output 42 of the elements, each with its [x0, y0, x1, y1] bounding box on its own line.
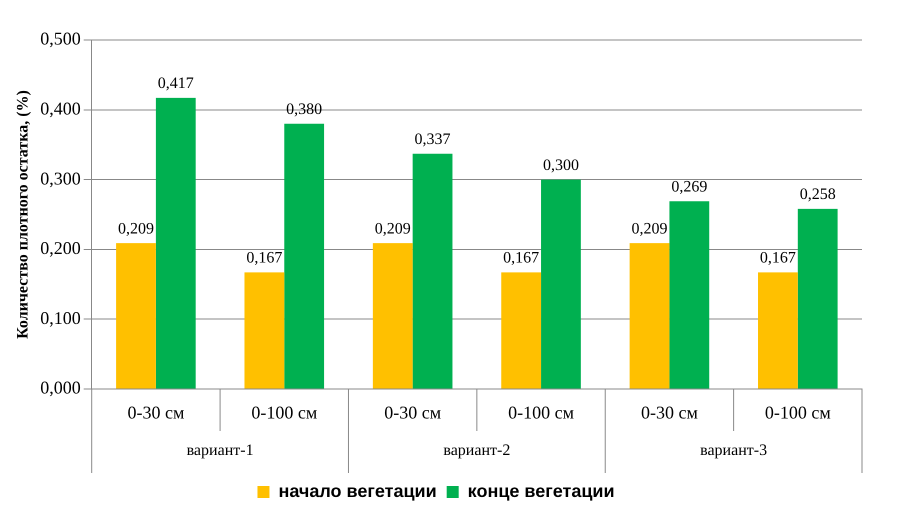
legend-label: конце вегетации: [468, 480, 615, 501]
bar: [156, 98, 196, 388]
bar: [798, 208, 838, 388]
y-tick-label: 0,200: [40, 238, 81, 258]
data-label: 0,300: [542, 156, 579, 174]
data-label: 0,209: [374, 220, 411, 238]
x-tick-label: 0-30 см: [640, 402, 698, 423]
data-label: 0,269: [671, 178, 708, 196]
x-tick-label: 0-100 см: [251, 402, 318, 423]
data-label: 0,167: [760, 250, 796, 267]
bar: [758, 272, 798, 388]
data-label: 0,167: [246, 250, 282, 267]
bar: [412, 154, 452, 388]
legend-label: начало вегетации: [278, 480, 437, 501]
bar: [501, 272, 542, 388]
text: вариант-3: [700, 442, 768, 460]
bar: [284, 124, 324, 388]
y-tick-label: 0,500: [40, 28, 81, 49]
bar: [669, 201, 710, 388]
bar: [372, 243, 413, 388]
bar: [244, 272, 284, 388]
data-label: 0,417: [158, 75, 194, 92]
data-label: 0,209: [118, 220, 154, 238]
text: вариант-1: [186, 442, 254, 460]
y-tick-label: 0,400: [40, 98, 81, 119]
data-label: 0,167: [503, 250, 540, 267]
bar: [116, 243, 156, 388]
bar: [630, 243, 670, 388]
x-tick-label: 0-30 см: [127, 402, 184, 423]
x-tick-label: 0-100 см: [764, 402, 831, 423]
data-label: 0,209: [632, 220, 668, 238]
data-label: 0,380: [286, 100, 322, 118]
y-tick-label: 0,100: [40, 308, 81, 328]
text: вариант-2: [443, 442, 510, 460]
data-label: 0,258: [800, 186, 836, 204]
bar: [541, 180, 581, 388]
y-tick-label: 0,000: [40, 378, 81, 398]
data-label: 0,337: [414, 130, 451, 148]
x-tick-label: 0-100 см: [508, 402, 574, 423]
y-tick-label: 0,300: [40, 168, 81, 188]
x-tick-label: 0-30 см: [384, 402, 442, 423]
y-axis-title: Количество плотного остатка, (%): [14, 90, 32, 339]
